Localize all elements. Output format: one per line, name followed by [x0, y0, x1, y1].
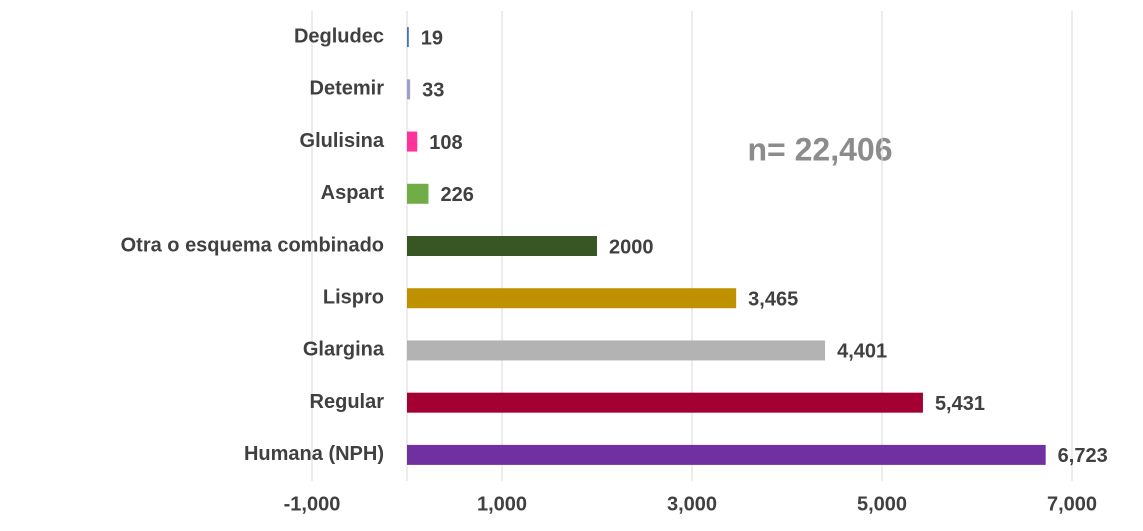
x-tick-label: 1,000: [477, 493, 527, 515]
bar: [407, 79, 411, 100]
x-tick-label: 7,000: [1047, 493, 1097, 515]
bar: [407, 183, 429, 204]
y-tick-label: Glargina: [303, 339, 385, 361]
y-tick-label: Otra o esquema combinado: [121, 234, 384, 256]
bar: [407, 236, 597, 256]
x-tick-label: -1,000: [284, 493, 341, 515]
y-tick-label: Detemir: [310, 78, 385, 100]
value-label: 108: [429, 132, 462, 154]
annotation: n= 22,406: [748, 131, 893, 167]
y-tick-label: Glulisina: [300, 130, 385, 152]
value-label: 33: [422, 80, 444, 102]
y-tick-label: Humana (NPH): [244, 443, 384, 465]
y-tick-label: Aspart: [321, 182, 385, 204]
bar: [407, 131, 418, 152]
value-label: 4,401: [837, 341, 887, 363]
value-label: 226: [440, 184, 473, 206]
x-tick-label: 5,000: [857, 493, 907, 515]
bar: [407, 444, 1046, 465]
bar: [407, 392, 923, 413]
x-tick-label: 3,000: [667, 493, 717, 515]
bar: [407, 27, 409, 48]
value-label: 5,431: [935, 393, 985, 415]
value-label: 2000: [609, 236, 654, 258]
value-label: 3,465: [748, 289, 798, 311]
value-label: 19: [421, 27, 443, 49]
bar: [407, 288, 737, 309]
y-tick-label: Degludec: [294, 25, 384, 47]
value-label: 6,723: [1058, 445, 1108, 467]
y-tick-label: Regular: [310, 391, 385, 413]
y-tick-label: Lispro: [323, 287, 384, 309]
bar: [407, 340, 826, 361]
